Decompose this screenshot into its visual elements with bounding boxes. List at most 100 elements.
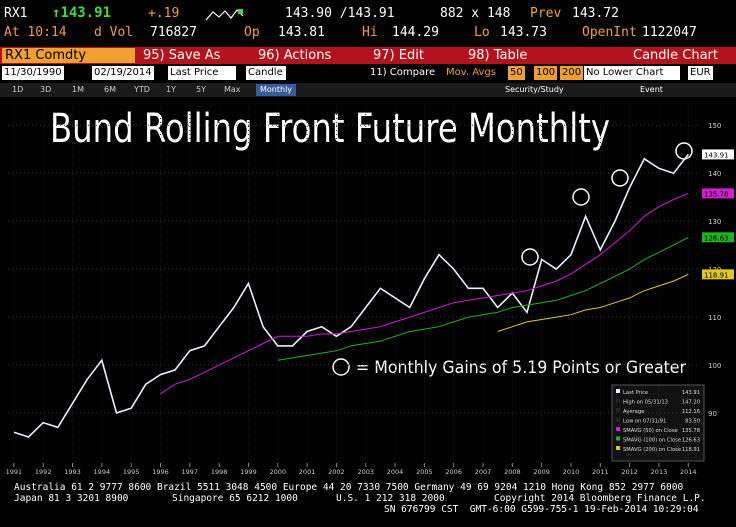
compare-button[interactable]: 11) Compare xyxy=(370,67,436,78)
low-label: Lo xyxy=(474,25,490,40)
x-tick-label: 2006 xyxy=(445,468,462,476)
high-label: Hi xyxy=(362,25,378,40)
bid-ask: 143.90 /143.91 xyxy=(285,6,395,21)
ma-3[interactable]: 200 xyxy=(560,66,584,80)
legend-value: 135.78 xyxy=(682,428,700,434)
x-tick-label: 2005 xyxy=(416,468,433,476)
price-tag xyxy=(702,232,734,243)
mov-avgs-label: Mov. Avgs xyxy=(446,67,496,78)
open-label: Op xyxy=(244,25,260,40)
x-tick-label: 1991 xyxy=(6,468,23,476)
end-date[interactable]: 02/19/2014 xyxy=(92,66,154,80)
open-interest: 1122047 xyxy=(642,25,697,40)
range-button[interactable]: 3D xyxy=(40,85,52,94)
legend-value: 112.16 xyxy=(682,409,700,415)
range-button[interactable]: Max xyxy=(224,85,241,94)
currency[interactable]: EUR xyxy=(688,66,713,80)
chart-title: Bund Rolling Front Future Monthlty xyxy=(50,106,610,152)
oi-label: OpenInt xyxy=(582,25,637,40)
footer-line: Australia 61 2 9777 8600 Brazil 5511 304… xyxy=(14,482,684,493)
price-tag-label: 135.78 xyxy=(704,190,729,198)
x-tick-label: 2001 xyxy=(299,468,316,476)
actions-button[interactable]: 96) Actions xyxy=(258,48,332,63)
legend-value: 126.63 xyxy=(682,438,700,444)
x-tick-label: 2004 xyxy=(387,468,404,476)
style-select[interactable]: Candle xyxy=(246,66,286,80)
y-tick-label: 110 xyxy=(708,314,721,322)
series-line xyxy=(160,192,689,395)
x-tick-label: 2000 xyxy=(269,468,286,476)
study-button[interactable]: Security/Study xyxy=(505,85,564,94)
last-price: ↑143.91 xyxy=(52,5,112,21)
range-button[interactable]: Monthly xyxy=(256,84,297,96)
x-tick-label: 1999 xyxy=(240,468,257,476)
table-button[interactable]: 98) Table xyxy=(468,48,528,63)
y-tick-label: 140 xyxy=(708,170,721,178)
prev: 143.72 xyxy=(572,6,619,21)
start-date[interactable]: 11/30/1990 xyxy=(2,66,64,80)
lower-chart[interactable]: No Lower Chart xyxy=(584,66,680,80)
legend-box xyxy=(611,384,705,462)
footer-japan: Japan 81 3 3201 8900 xyxy=(14,493,129,504)
vol-label: d Vol xyxy=(94,25,134,40)
range-bar xyxy=(0,83,736,97)
x-tick-label: 1996 xyxy=(152,468,169,476)
legend-label: SMAVG (200) on Close xyxy=(623,447,681,453)
prev-label: Prev xyxy=(530,6,562,21)
range-button[interactable]: 1D xyxy=(12,85,24,94)
change: +.19 xyxy=(148,6,180,21)
time: At 10:14 xyxy=(4,25,67,40)
legend-circle xyxy=(332,358,350,376)
legend-label: SMAVG (100) on Close xyxy=(623,438,681,444)
annotation: = Monthly Gains of 5.19 Points or Greate… xyxy=(356,358,686,378)
y-tick-label: 90 xyxy=(708,410,717,418)
x-tick-label: 2007 xyxy=(475,468,492,476)
x-tick-label: 1995 xyxy=(123,468,140,476)
series-line xyxy=(497,273,689,332)
legend-swatch xyxy=(616,417,620,422)
x-tick-label: 2009 xyxy=(533,468,550,476)
footer-singapore: Singapore 65 6212 1000 xyxy=(172,493,298,504)
last-value: 143.91 xyxy=(60,5,112,21)
legend-value: 147.20 xyxy=(682,400,700,406)
vol: 716827 xyxy=(150,25,197,40)
ma-1[interactable]: 50 xyxy=(508,66,525,80)
x-tick-label: 2012 xyxy=(621,468,638,476)
range-button[interactable]: 1M xyxy=(72,85,84,94)
range-button[interactable]: 5Y xyxy=(196,85,206,94)
gain-circle xyxy=(611,169,629,187)
x-tick-label: 1992 xyxy=(35,468,52,476)
ticker: RX1 xyxy=(4,6,28,21)
security-field[interactable]: RX1 Comdty xyxy=(2,48,135,63)
series-line xyxy=(13,153,689,438)
ma-2[interactable]: 100 xyxy=(534,66,558,80)
footer-session: SN 676799 CST GMT-6:00 G599-755-1 19-Feb… xyxy=(384,504,699,515)
high: 144.29 xyxy=(392,25,439,40)
legend-swatch xyxy=(616,398,620,403)
legend-swatch xyxy=(616,408,620,412)
field-select[interactable]: Last Price xyxy=(168,66,236,80)
range-button[interactable]: 6M xyxy=(104,85,116,94)
x-tick-label: 2014 xyxy=(680,468,697,476)
legend-label: High on 05/31/13 xyxy=(623,400,668,406)
legend-label: SMAVG (50) on Close xyxy=(623,428,678,434)
legend-label: Average xyxy=(623,409,644,415)
chart-type: Candle Chart xyxy=(633,48,719,63)
gain-circle xyxy=(521,248,539,266)
event-button[interactable]: Event xyxy=(640,85,663,94)
low: 143.73 xyxy=(500,25,547,40)
price-tag-label: 118.91 xyxy=(704,271,729,279)
price-tag-label: 126.63 xyxy=(704,234,729,242)
price-tag-label: 143.91 xyxy=(704,151,729,159)
legend-swatch xyxy=(616,389,620,393)
save-button[interactable]: 95) Save As xyxy=(143,48,221,63)
footer-copyright: Copyright 2014 Bloomberg Finance L.P. xyxy=(494,493,706,504)
range-button[interactable]: YTD xyxy=(134,85,150,94)
range-button[interactable]: 1Y xyxy=(166,85,176,94)
y-tick-label: 100 xyxy=(708,362,721,370)
legend-label: Last Price xyxy=(623,390,648,396)
edit-button[interactable]: 97) Edit xyxy=(373,48,424,63)
x-tick-label: 2013 xyxy=(651,468,668,476)
price-tag xyxy=(702,269,734,280)
price-tag xyxy=(702,149,734,160)
